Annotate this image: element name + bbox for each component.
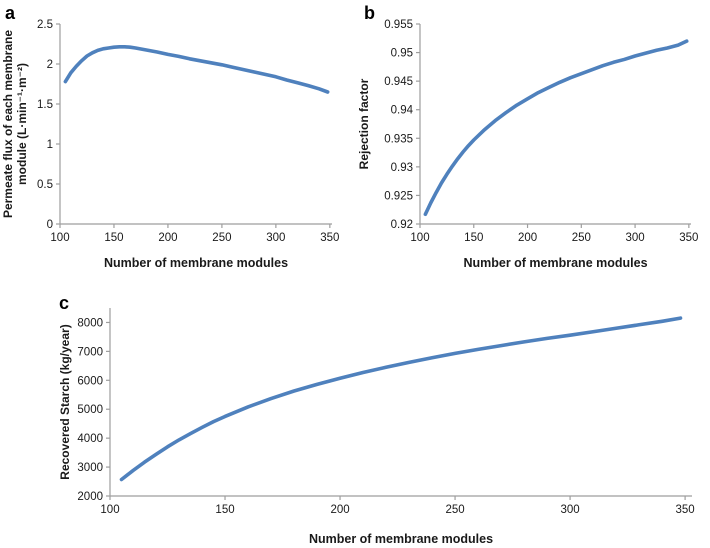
panel-a-plot-row: Permeate flux of each membrane module (L… bbox=[0, 16, 354, 270]
svg-text:2: 2 bbox=[47, 59, 53, 71]
panel-c: c Recovered Starch (kg/year) 2000 3000 400… bbox=[56, 274, 708, 548]
svg-text:3000: 3000 bbox=[77, 462, 103, 474]
svg-text:250: 250 bbox=[445, 504, 464, 516]
svg-text:150: 150 bbox=[464, 232, 483, 244]
panel-a-y-title-area: Permeate flux of each membrane module (L… bbox=[0, 16, 32, 254]
svg-text:0.94: 0.94 bbox=[391, 105, 414, 117]
panel-a-line-chart: 0 0.5 1 1.5 2 2.5 100 150 200 250 300 350 bbox=[37, 19, 339, 244]
svg-text:200: 200 bbox=[518, 232, 537, 244]
panel-b: b Rejection factor 0.92 0.925 0.93 0.935 0.9… bbox=[354, 0, 710, 274]
panel-b-plot-row: Rejection factor 0.92 0.925 0.93 0.935 0.94 0… bbox=[354, 16, 710, 270]
panel-a: a Permeate flux of each membrane module … bbox=[0, 0, 354, 274]
svg-text:150: 150 bbox=[215, 504, 234, 516]
panel-b-y-axis-title: Rejection factor bbox=[357, 78, 372, 170]
panel-c-plot-column: 2000 3000 4000 5000 6000 7000 8000 100 150 200 250… bbox=[76, 298, 708, 546]
svg-text:300: 300 bbox=[266, 232, 285, 244]
svg-text:350: 350 bbox=[679, 232, 698, 244]
svg-text:0.92: 0.92 bbox=[391, 219, 413, 231]
svg-text:200: 200 bbox=[158, 232, 177, 244]
panel-a-y-axis-title: Permeate flux of each membrane module (L… bbox=[1, 29, 29, 219]
svg-text:7000: 7000 bbox=[77, 346, 103, 358]
panel-c-y-title-area: Recovered Starch (kg/year) bbox=[56, 298, 76, 530]
svg-text:8000: 8000 bbox=[77, 317, 103, 329]
svg-text:0.95: 0.95 bbox=[391, 48, 413, 60]
svg-text:0.93: 0.93 bbox=[391, 162, 413, 174]
svg-text:4000: 4000 bbox=[77, 433, 103, 445]
panel-a-letter: a bbox=[5, 3, 16, 23]
panel-a-x-axis-title: Number of membrane modules bbox=[103, 256, 289, 270]
svg-text:300: 300 bbox=[625, 232, 644, 244]
svg-text:0.925: 0.925 bbox=[384, 190, 413, 202]
svg-text:100: 100 bbox=[50, 232, 69, 244]
svg-text:0.5: 0.5 bbox=[37, 179, 53, 191]
panel-b-plot-column: 0.92 0.925 0.93 0.935 0.94 0.945 0.95 0.955 100 1… bbox=[376, 16, 699, 270]
svg-text:0: 0 bbox=[47, 219, 53, 231]
svg-text:100: 100 bbox=[410, 232, 429, 244]
svg-text:300: 300 bbox=[560, 504, 579, 516]
panel-b-line-chart: 0.92 0.925 0.93 0.935 0.94 0.945 0.95 0.955 100 1… bbox=[384, 19, 698, 244]
panel-b-x-axis-title: Number of membrane modules bbox=[463, 256, 648, 270]
svg-text:100: 100 bbox=[100, 504, 119, 516]
svg-text:350: 350 bbox=[320, 232, 339, 244]
svg-text:0.935: 0.935 bbox=[384, 133, 413, 145]
panel-b-letter: b bbox=[364, 3, 375, 23]
svg-text:200: 200 bbox=[330, 504, 349, 516]
panel-a-plot-column: 0 0.5 1 1.5 2 2.5 100 150 200 250 300 350 Number of… bbox=[32, 16, 346, 270]
panel-c-x-axis-title: Number of membrane modules bbox=[308, 532, 494, 546]
svg-text:250: 250 bbox=[212, 232, 231, 244]
svg-text:0.955: 0.955 bbox=[384, 19, 413, 31]
svg-text:1: 1 bbox=[47, 139, 53, 151]
svg-text:0.945: 0.945 bbox=[384, 76, 413, 88]
svg-text:250: 250 bbox=[572, 232, 591, 244]
svg-text:2.5: 2.5 bbox=[37, 19, 53, 31]
panel-c-plot-row: Recovered Starch (kg/year) 2000 3000 4000 5… bbox=[56, 298, 708, 546]
panel-c-y-axis-title: Recovered Starch (kg/year) bbox=[58, 324, 73, 480]
panel-b-y-title-area: Rejection factor bbox=[354, 16, 376, 254]
svg-text:350: 350 bbox=[676, 504, 695, 516]
svg-text:150: 150 bbox=[104, 232, 123, 244]
panel-c-letter: c bbox=[59, 293, 70, 313]
top-row: a Permeate flux of each membrane module … bbox=[0, 0, 710, 274]
svg-text:1.5: 1.5 bbox=[37, 99, 53, 111]
svg-text:6000: 6000 bbox=[77, 375, 103, 387]
svg-text:2000: 2000 bbox=[77, 491, 103, 503]
svg-text:5000: 5000 bbox=[77, 404, 103, 416]
panel-c-line-chart: 2000 3000 4000 5000 6000 7000 8000 100 150 200 250… bbox=[77, 308, 695, 516]
